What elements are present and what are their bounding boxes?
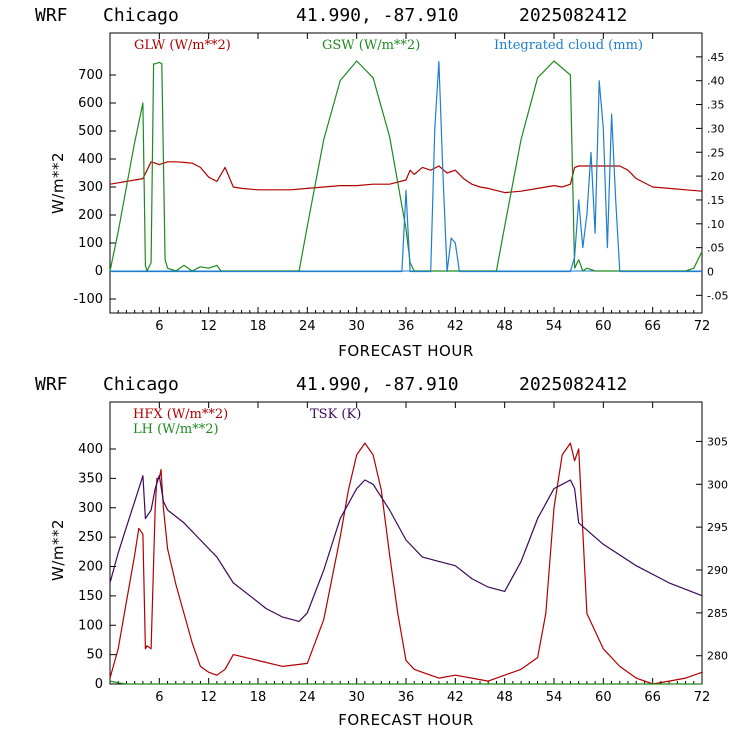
y2-tick-label: 285 — [707, 607, 728, 620]
panel1-coords: 41.990, -87.910 — [296, 5, 459, 26]
x-tick-label: 30 — [348, 690, 365, 705]
series-line-tsk — [109, 475, 703, 623]
panel2-ylabel: W/m**2 — [49, 519, 67, 581]
y2-tick-label: .25 — [707, 146, 725, 159]
x-tick-label: 18 — [250, 319, 267, 334]
panel1-xlabel: FORECAST HOUR — [338, 342, 474, 360]
x-tick-label: 48 — [496, 319, 513, 334]
legend-integrated: Integrated cloud (mm) — [494, 38, 643, 53]
y-tick-label: 300 — [78, 501, 103, 516]
x-tick-label: 36 — [398, 690, 415, 705]
y2-tick-label: -.05 — [707, 289, 728, 302]
panel2-run: 2025082412 — [519, 374, 627, 395]
y-tick-label: 250 — [78, 530, 103, 545]
series-line-glw — [109, 161, 703, 194]
y2-tick-label: .40 — [707, 75, 725, 88]
y2-tick-label: .35 — [707, 99, 725, 112]
x-tick-label: 6 — [155, 690, 163, 705]
legend-tsk: TSK (K) — [310, 407, 361, 422]
panel2-plot: 6 12 18 24 30 36 42 48 54 60 66 72 0 50 100 150 200 250 30… — [78, 401, 728, 705]
x-tick-label: 66 — [644, 690, 661, 705]
x-tick-label: 36 — [398, 319, 415, 334]
x-tick-label: 54 — [546, 690, 563, 705]
x-tick-label: 54 — [546, 319, 563, 334]
y-tick-label: 350 — [78, 471, 103, 486]
panel1-header: WRF Chicago 41.990, -87.910 2025082412 — [35, 5, 627, 26]
panel2-model: WRF — [35, 374, 68, 395]
panel1-location: Chicago — [103, 5, 179, 26]
plot-frame — [109, 401, 703, 685]
x-tick-label: 60 — [595, 690, 612, 705]
x-tick-label: 18 — [250, 690, 267, 705]
panel2-header: WRF Chicago 41.990, -87.910 2025082412 — [35, 374, 627, 395]
panel1-model: WRF — [35, 5, 68, 26]
y-tick-label: 150 — [78, 589, 103, 604]
series-line-gsw — [109, 60, 703, 272]
legend-hfx: HFX (W/m**2) — [133, 407, 228, 422]
panel1-ylabel: W/m**2 — [49, 152, 67, 214]
y-tick-label: 50 — [86, 648, 103, 663]
y2-tick-label: 295 — [707, 521, 728, 534]
panel1-plot: 6 12 18 24 30 36 42 48 54 60 66 72 -100 0 100 200 300 400… — [73, 32, 728, 334]
panel1-run: 2025082412 — [519, 5, 627, 26]
y2-tick-label: 305 — [707, 435, 728, 448]
x-tick-label: 42 — [447, 690, 464, 705]
x-tick-label: 72 — [694, 690, 711, 705]
panel2-location: Chicago — [103, 374, 179, 395]
series-line-integrated — [110, 60, 702, 273]
y-tick-label: 100 — [78, 236, 103, 251]
y-tick-label: 0 — [95, 677, 103, 692]
y-tick-label: 600 — [78, 96, 103, 111]
y2-tick-label: .45 — [707, 51, 725, 64]
legend-gsw: GSW (W/m**2) — [322, 38, 420, 53]
x-tick-label: 30 — [348, 319, 365, 334]
y2-tick-label: .30 — [707, 122, 725, 135]
x-tick-label: 42 — [447, 319, 464, 334]
y-tick-label: 500 — [78, 124, 103, 139]
x-tick-label: 24 — [299, 319, 316, 334]
panel2-coords: 41.990, -87.910 — [296, 374, 459, 395]
y-tick-label: 200 — [78, 560, 103, 575]
y2-tick-label: 280 — [707, 650, 728, 663]
y2-tick-label: .10 — [707, 218, 725, 231]
y2-tick-label: 300 — [707, 478, 728, 491]
y-tick-label: 700 — [78, 68, 103, 83]
y2-tick-label: .05 — [707, 242, 725, 255]
y-tick-label: 400 — [78, 442, 103, 457]
series-line-lh — [109, 680, 702, 685]
legend-glw: GLW (W/m**2) — [134, 38, 231, 53]
y2-tick-label: 290 — [707, 564, 728, 577]
x-tick-label: 24 — [299, 690, 316, 705]
x-tick-label: 12 — [200, 319, 217, 334]
y-tick-label: 400 — [78, 152, 103, 167]
x-tick-label: 66 — [644, 319, 661, 334]
y-tick-label: 300 — [78, 180, 103, 195]
x-tick-label: 60 — [595, 319, 612, 334]
y-tick-label: 0 — [95, 264, 103, 279]
series-line-hfx — [109, 442, 703, 685]
y2-tick-label: .15 — [707, 194, 725, 207]
y-tick-label: 200 — [78, 208, 103, 223]
x-tick-label: 72 — [694, 319, 711, 334]
x-tick-label: 6 — [155, 319, 163, 334]
x-tick-label: 12 — [200, 690, 217, 705]
y-tick-label: 100 — [78, 618, 103, 633]
y2-tick-label: .20 — [707, 170, 725, 183]
y2-tick-label: 0 — [707, 266, 714, 279]
y-tick-label: -100 — [73, 292, 103, 307]
panel2-xlabel: FORECAST HOUR — [338, 711, 474, 729]
x-tick-label: 48 — [496, 690, 513, 705]
legend-lh: LH (W/m**2) — [133, 422, 219, 437]
